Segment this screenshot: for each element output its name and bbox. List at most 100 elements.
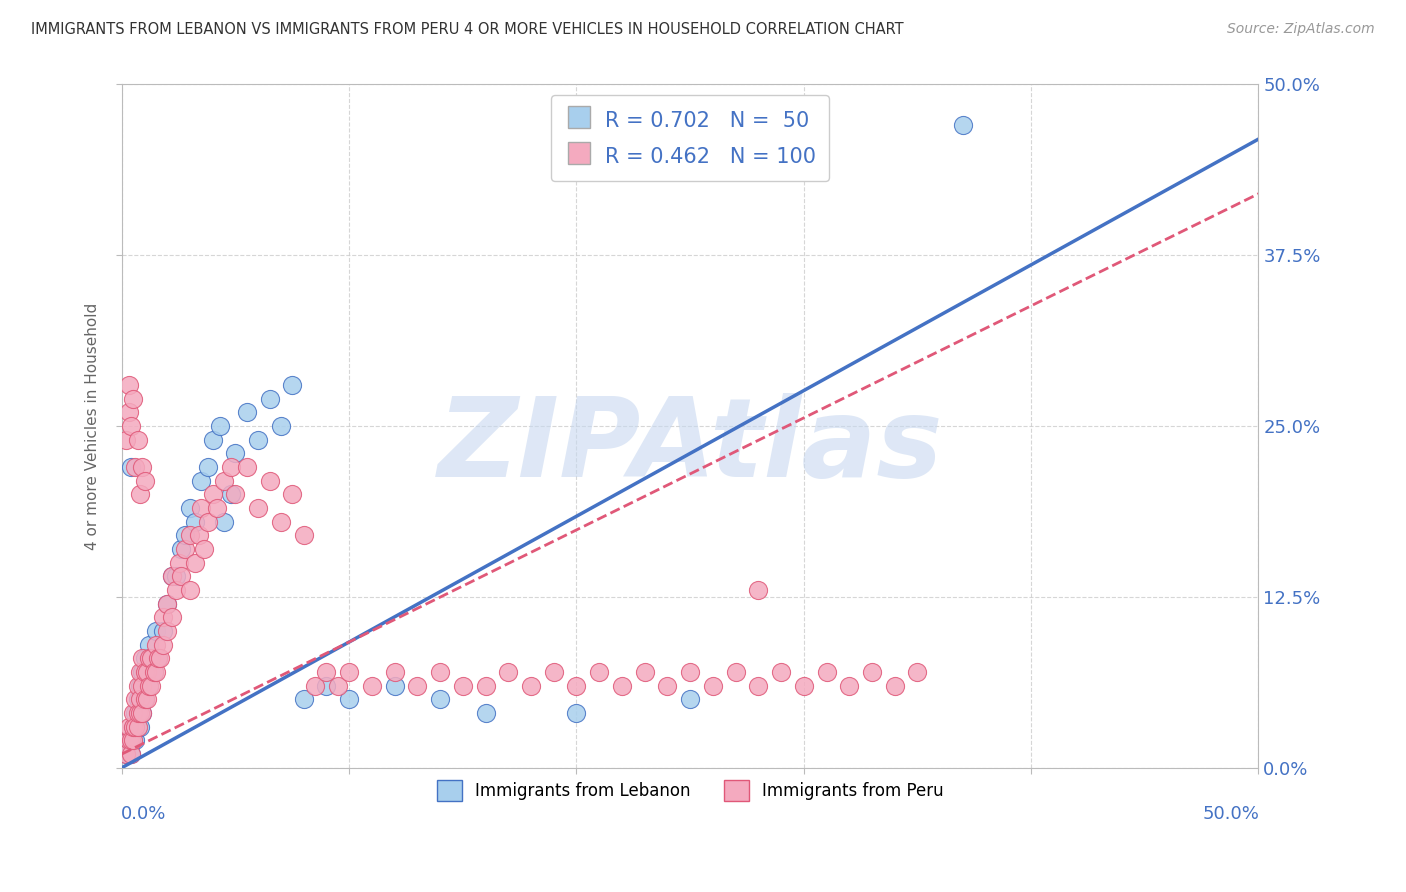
Point <box>131 679 153 693</box>
Point <box>815 665 838 679</box>
Point <box>138 638 160 652</box>
Point <box>860 665 883 679</box>
Point <box>188 528 211 542</box>
Point <box>124 720 146 734</box>
Point <box>197 460 219 475</box>
Point <box>588 665 610 679</box>
Point <box>219 487 242 501</box>
Point <box>384 665 406 679</box>
Point <box>160 569 183 583</box>
Point <box>124 460 146 475</box>
Point <box>190 474 212 488</box>
Point <box>122 706 145 720</box>
Point <box>117 720 139 734</box>
Point <box>770 665 793 679</box>
Point <box>152 610 174 624</box>
Point <box>474 679 496 693</box>
Point <box>543 665 565 679</box>
Point <box>145 624 167 638</box>
Point <box>120 460 142 475</box>
Point <box>292 692 315 706</box>
Point <box>117 405 139 419</box>
Point <box>315 679 337 693</box>
Point <box>115 433 138 447</box>
Point <box>190 501 212 516</box>
Point <box>134 665 156 679</box>
Text: 50.0%: 50.0% <box>1202 805 1260 823</box>
Point <box>149 651 172 665</box>
Point <box>142 665 165 679</box>
Point <box>124 692 146 706</box>
Point <box>183 556 205 570</box>
Point <box>117 733 139 747</box>
Point <box>270 419 292 434</box>
Text: 0.0%: 0.0% <box>121 805 166 823</box>
Point <box>122 392 145 406</box>
Point <box>747 582 769 597</box>
Point <box>134 692 156 706</box>
Point <box>115 747 138 761</box>
Point <box>134 651 156 665</box>
Point <box>120 419 142 434</box>
Point <box>498 665 520 679</box>
Point <box>127 433 149 447</box>
Point <box>724 665 747 679</box>
Point <box>679 665 702 679</box>
Point <box>657 679 679 693</box>
Point <box>131 651 153 665</box>
Point <box>337 665 360 679</box>
Point <box>152 624 174 638</box>
Point <box>224 446 246 460</box>
Point <box>120 733 142 747</box>
Point <box>219 460 242 475</box>
Point <box>429 692 451 706</box>
Point <box>148 651 170 665</box>
Point <box>127 706 149 720</box>
Text: ZIPAtlas: ZIPAtlas <box>437 393 943 500</box>
Point <box>127 720 149 734</box>
Point <box>167 556 190 570</box>
Point <box>361 679 384 693</box>
Point <box>170 542 193 557</box>
Point <box>565 706 588 720</box>
Point <box>122 733 145 747</box>
Text: Source: ZipAtlas.com: Source: ZipAtlas.com <box>1227 22 1375 37</box>
Point <box>281 378 304 392</box>
Point <box>838 679 860 693</box>
Point <box>129 706 152 720</box>
Point <box>883 679 905 693</box>
Point <box>207 501 229 516</box>
Point <box>429 665 451 679</box>
Point <box>122 733 145 747</box>
Point <box>474 706 496 720</box>
Point <box>259 392 281 406</box>
Point <box>160 569 183 583</box>
Point <box>165 582 187 597</box>
Point <box>179 582 201 597</box>
Point <box>156 597 179 611</box>
Legend: R = 0.702   N =  50, R = 0.462   N = 100: R = 0.702 N = 50, R = 0.462 N = 100 <box>551 95 830 181</box>
Point <box>156 597 179 611</box>
Point <box>174 542 197 557</box>
Point <box>127 720 149 734</box>
Point <box>129 679 152 693</box>
Point <box>634 665 657 679</box>
Point <box>165 569 187 583</box>
Point <box>145 665 167 679</box>
Point <box>129 692 152 706</box>
Point <box>117 378 139 392</box>
Point <box>117 733 139 747</box>
Point <box>174 528 197 542</box>
Point <box>127 692 149 706</box>
Point <box>141 679 163 693</box>
Point <box>115 747 138 761</box>
Point <box>120 747 142 761</box>
Point <box>170 569 193 583</box>
Point <box>337 692 360 706</box>
Point <box>138 651 160 665</box>
Point <box>304 679 326 693</box>
Point <box>122 720 145 734</box>
Point <box>193 542 215 557</box>
Point <box>208 419 231 434</box>
Point <box>129 720 152 734</box>
